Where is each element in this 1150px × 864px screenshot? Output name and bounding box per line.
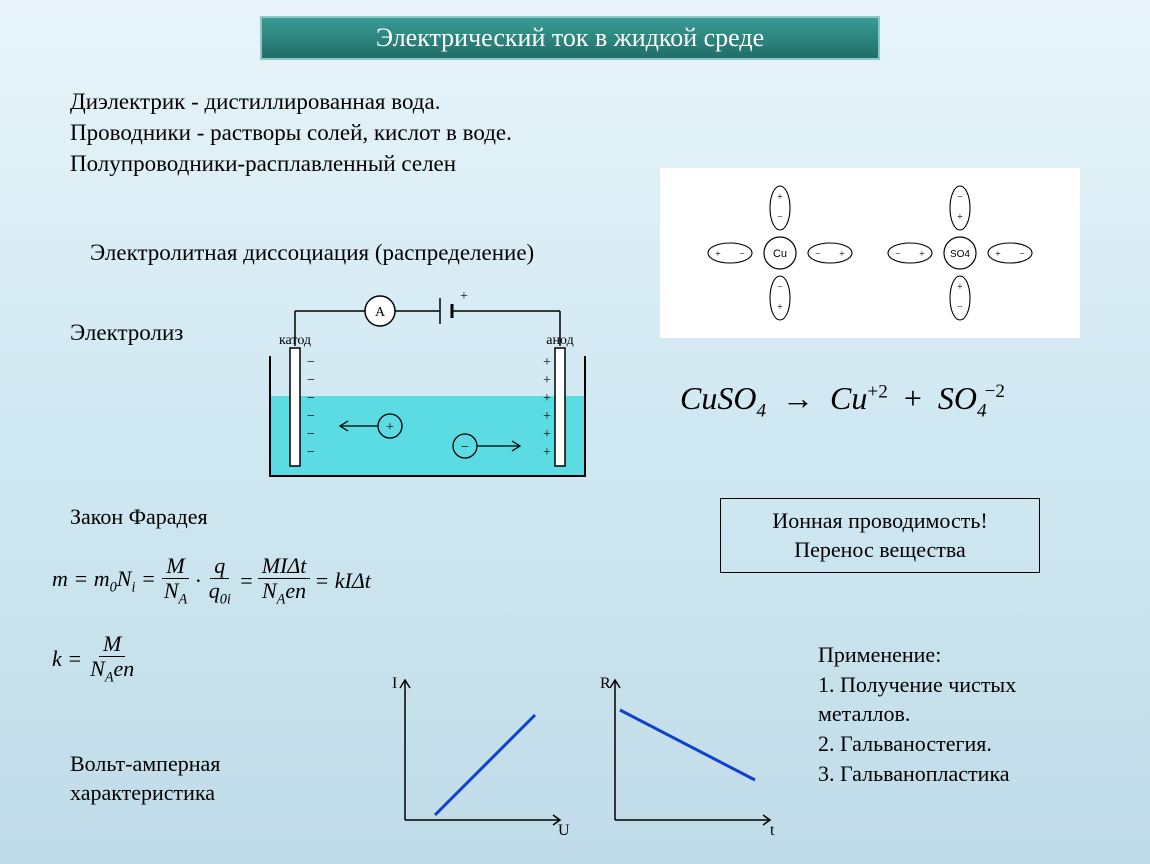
application-item3: 2. Гальваностегия. xyxy=(818,729,1016,759)
svg-text:+: + xyxy=(957,282,963,293)
intro-line3: Полупроводники-расплавленный селен xyxy=(70,148,512,179)
electrolysis-label: Электролиз xyxy=(70,320,183,346)
ionic-conductivity-box: Ионная проводимость! Перенос вещества xyxy=(720,498,1040,573)
svg-text:+: + xyxy=(543,409,551,424)
svg-text:+: + xyxy=(957,212,963,223)
svg-text:−: − xyxy=(307,373,315,388)
iv-line xyxy=(435,715,535,815)
chem-reactant: CuSO xyxy=(680,380,756,416)
svg-text:−: − xyxy=(307,427,315,442)
chemical-equation: CuSO4 → Cu+2 + SO4−2 xyxy=(680,380,1005,422)
anode-label: анод xyxy=(546,333,573,348)
chem-p2: SO xyxy=(938,380,977,416)
svg-text:+: + xyxy=(543,373,551,388)
svg-text:−: − xyxy=(307,409,315,424)
vac-line1: Вольт-амперная xyxy=(70,750,220,779)
svg-text:+: + xyxy=(715,249,721,260)
application-item1: 1. Получение чистых xyxy=(818,670,1016,700)
faraday-label: Закон Фарадея xyxy=(70,504,208,530)
ionic-line1: Ионная проводимость! xyxy=(733,507,1027,536)
svg-text:+: + xyxy=(543,427,551,442)
chem-arrow: → xyxy=(782,380,814,416)
svg-text:+: + xyxy=(543,355,551,370)
svg-text:−: − xyxy=(957,192,963,203)
svg-text:−: − xyxy=(815,249,821,260)
svg-text:−: − xyxy=(307,391,315,406)
svg-text:−: − xyxy=(957,302,963,313)
chem-r-sub: 4 xyxy=(756,400,766,421)
svg-text:−: − xyxy=(461,440,469,455)
page-title: Электрический ток в жидкой среде xyxy=(260,16,880,60)
svg-text:+: + xyxy=(919,249,925,260)
chem-p2-sup: −2 xyxy=(985,381,1005,402)
svg-text:+: + xyxy=(386,420,394,435)
application-title: Применение: xyxy=(818,640,1016,670)
svg-text:−: − xyxy=(739,249,745,260)
iv-x-label: U xyxy=(558,822,570,839)
svg-text:−: − xyxy=(777,282,783,293)
svg-text:+: + xyxy=(777,192,783,203)
svg-text:+: + xyxy=(543,445,551,460)
intro-line2: Проводники - растворы солей, кислот в во… xyxy=(70,117,512,148)
svg-text:−: − xyxy=(1019,249,1025,260)
rt-y-label: R xyxy=(600,675,611,692)
ionic-line2: Перенос вещества xyxy=(733,536,1027,565)
application-item4: 3. Гальванопластика xyxy=(818,759,1016,789)
application-item2: металлов. xyxy=(818,699,1016,729)
chem-p1-sup: +2 xyxy=(867,381,887,402)
cathode-label: катод xyxy=(279,333,311,348)
rt-line xyxy=(620,710,755,780)
ammeter-label: A xyxy=(375,305,386,320)
ion-cu-label: Cu xyxy=(773,248,787,260)
svg-text:+: + xyxy=(839,249,845,260)
svg-text:+: + xyxy=(777,302,783,313)
iv-chart: I U xyxy=(380,670,570,840)
svg-text:−: − xyxy=(777,212,783,223)
rt-chart: R t xyxy=(590,670,780,840)
application-list: Применение: 1. Получение чистых металлов… xyxy=(818,640,1016,788)
title-text: Электрический ток в жидкой среде xyxy=(376,23,764,53)
ion-so4-label: SO4 xyxy=(950,249,970,260)
chem-p2-sub: 4 xyxy=(977,400,987,421)
svg-text:+: + xyxy=(995,249,1001,260)
svg-text:−: − xyxy=(307,355,315,370)
svg-text:−: − xyxy=(895,249,901,260)
rt-x-label: t xyxy=(770,822,775,839)
battery-plus: + xyxy=(460,289,468,304)
intro-text: Диэлектрик - дистиллированная вода. Пров… xyxy=(70,86,512,179)
iv-y-label: I xyxy=(392,675,397,692)
vac-label: Вольт-амперная характеристика xyxy=(70,750,220,807)
k-formula: k = MNAen xyxy=(52,632,138,686)
faraday-formula: m = m0Ni = MNA · qq0i = MIΔtNAen = kIΔt xyxy=(52,554,371,608)
electrolysis-diagram: A + катод анод − − − − − − + + + + + + +… xyxy=(240,286,610,496)
intro-line1: Диэлектрик - дистиллированная вода. xyxy=(70,86,512,117)
dissociation-label: Электролитная диссоциация (распределение… xyxy=(90,240,534,266)
chem-p1: Cu xyxy=(830,380,867,416)
vac-line2: характеристика xyxy=(70,779,220,808)
svg-text:+: + xyxy=(543,391,551,406)
electrolyte-liquid xyxy=(270,396,585,476)
chem-plus: + xyxy=(904,380,922,416)
ion-dissociation-diagram: Cu + − − + + − − + SO4 − + + − − + + − xyxy=(660,168,1080,338)
svg-text:−: − xyxy=(307,445,315,460)
